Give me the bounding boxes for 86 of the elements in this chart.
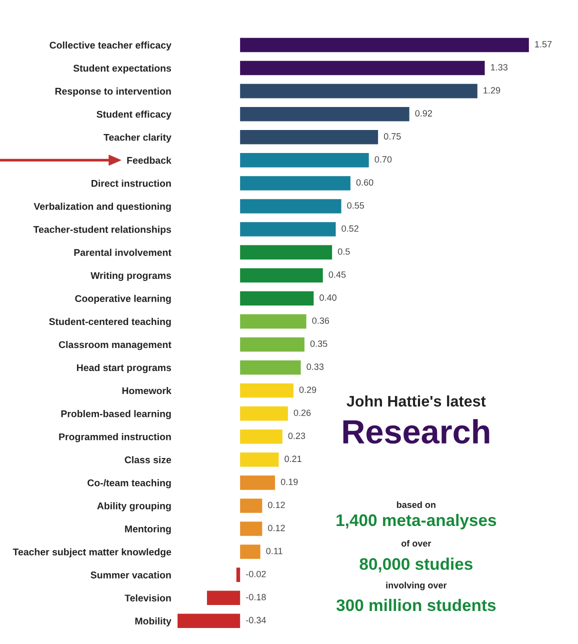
y-tick-label: Teacher subject matter knowledge (12, 548, 172, 558)
data-label: 1.33 (490, 64, 508, 70)
y-tick-label: Summer vacation (90, 571, 171, 578)
y-tick-label: Ability grouping (97, 502, 171, 512)
data-label: 0.52 (342, 225, 358, 232)
bar (240, 199, 342, 214)
data-label: -0.02 (246, 570, 266, 578)
bar (240, 383, 294, 398)
data-label: 0.70 (374, 156, 392, 163)
data-label: 0.23 (288, 432, 306, 440)
bar (240, 522, 262, 536)
data-label: -0.18 (246, 594, 266, 600)
y-tick-label: Collective teacher efficacy (50, 41, 172, 51)
y-tick-label: Direct instruction (92, 180, 171, 187)
y-tick-label: Cooperative learning (75, 294, 171, 304)
bar (240, 337, 304, 352)
data-label: -0.34 (246, 616, 266, 624)
bar (240, 153, 369, 168)
annotation: 1,400 meta-analyses (336, 514, 496, 530)
y-tick-label: Student expectations (73, 64, 172, 74)
y-tick-label: Student-centered teaching (49, 318, 171, 328)
bar (240, 84, 478, 98)
annotation: John Hattie's latest (346, 395, 486, 407)
annotation: Research (343, 419, 490, 444)
data-label: 0.40 (320, 294, 336, 301)
data-label: 0.35 (310, 340, 328, 347)
y-tick-label: Writing programs (90, 272, 172, 281)
bar (240, 429, 282, 444)
data-label: 0.33 (306, 364, 324, 370)
y-tick-label: Class size (124, 456, 172, 464)
bar (240, 360, 301, 375)
y-tick-label: Parental involvement (74, 248, 172, 256)
data-label: 0.45 (328, 271, 346, 278)
bar (240, 176, 350, 190)
y-tick-label: Student efficacy (96, 110, 172, 120)
data-label: 0.12 (268, 524, 285, 532)
data-label: 0.29 (299, 386, 316, 393)
data-label: 1.29 (484, 87, 500, 94)
bar (240, 476, 276, 490)
bar (240, 291, 314, 306)
y-tick-label: Homework (122, 387, 172, 394)
annotation: 300 million students (336, 598, 496, 612)
bar (240, 38, 529, 52)
bar (178, 614, 240, 628)
annotation: 80,000 studies (360, 558, 472, 572)
y-tick-label: Response to intervention (55, 88, 171, 97)
bar (240, 498, 262, 513)
data-label: 0.5 (338, 248, 350, 255)
annotation: based on (396, 501, 436, 508)
bar (240, 268, 323, 282)
y-tick-label: Classroom management (58, 340, 172, 350)
bar (240, 245, 332, 260)
annotation: of over (401, 540, 432, 547)
y-tick-label: Programmed instruction (59, 433, 171, 442)
bar (240, 130, 378, 144)
data-label: 0.12 (268, 502, 285, 508)
y-tick-label: Mentoring (125, 525, 171, 534)
bar (240, 406, 288, 421)
bar (240, 222, 336, 236)
annotation: involving over (386, 582, 447, 590)
data-label: 0.55 (347, 202, 364, 209)
data-label: 0.60 (356, 179, 374, 186)
bar (240, 452, 279, 467)
y-tick-label: Co-/team teaching (88, 479, 171, 488)
y-tick-label: Head start programs (76, 364, 172, 374)
bar (240, 106, 410, 122)
data-label: 1.57 (535, 41, 552, 48)
bar (240, 314, 306, 329)
bar (240, 544, 260, 559)
y-tick-label: Teacher clarity (104, 134, 172, 143)
y-tick-label: Teacher-student relationships (33, 226, 172, 235)
data-label: 0.11 (266, 548, 282, 554)
y-tick-label: Mobility (135, 617, 172, 626)
data-label: 0.26 (294, 410, 311, 416)
y-tick-label: Television (124, 594, 171, 602)
data-label: 0.36 (312, 317, 330, 324)
data-label: 0.21 (284, 456, 302, 462)
bar (236, 568, 240, 582)
bar (240, 60, 485, 76)
y-tick-label: Verbalization and questioning (34, 202, 171, 212)
data-label: 0.92 (415, 110, 432, 117)
data-label: 0.75 (384, 133, 401, 140)
bar (206, 590, 240, 605)
data-label: 0.19 (280, 478, 298, 486)
y-tick-label: Problem-based learning (61, 410, 171, 420)
y-tick-label: Feedback (127, 156, 172, 164)
